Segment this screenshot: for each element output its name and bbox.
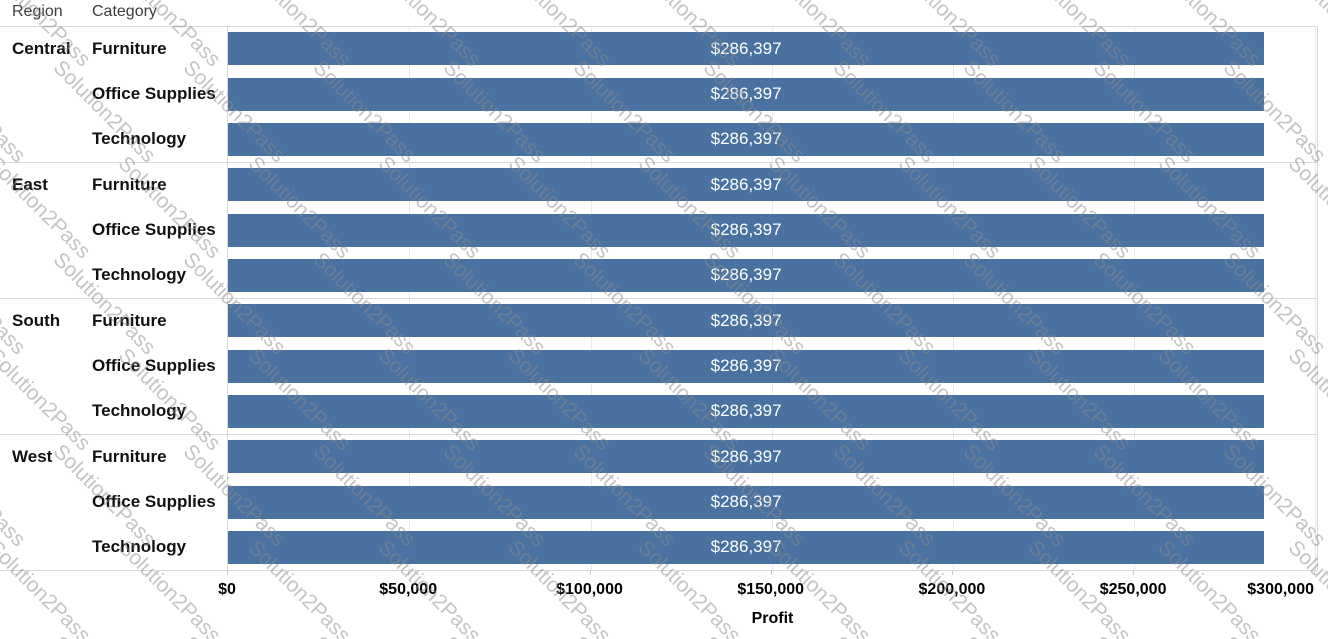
row-header-region: East bbox=[12, 174, 48, 194]
profit-bar[interactable]: $286,397 bbox=[228, 304, 1265, 338]
column-header-region: Region bbox=[12, 3, 63, 20]
row-header-category: Technology bbox=[92, 265, 187, 285]
bar-value-label: $286,397 bbox=[710, 492, 782, 511]
row-header-category: Office Supplies bbox=[92, 355, 216, 375]
row-header-region: South bbox=[12, 310, 61, 330]
pane-bottom-border bbox=[0, 570, 1318, 571]
bar-value-label: $286,397 bbox=[710, 401, 782, 421]
profit-bar[interactable]: $286,397 bbox=[228, 258, 1265, 292]
row-header-category: Furniture bbox=[92, 310, 167, 330]
axis-tick bbox=[770, 570, 772, 575]
watermark-text: Solution2Pass bbox=[958, 632, 1070, 639]
group-separator-line bbox=[0, 434, 1318, 435]
row-header-category: Office Supplies bbox=[92, 219, 216, 239]
axis-tick bbox=[1133, 570, 1135, 575]
axis-tick-label: $100,000 bbox=[556, 581, 623, 598]
watermark-text: Solution2Pass bbox=[48, 632, 160, 639]
watermark-text: Solution2Pass bbox=[438, 632, 550, 639]
bar-value-label: $286,397 bbox=[710, 265, 782, 285]
watermark-text: Solution2Pass bbox=[0, 56, 30, 168]
profit-bar[interactable]: $286,397 bbox=[228, 168, 1265, 202]
watermark-text: Solution2Pass bbox=[1088, 632, 1200, 639]
profit-bar[interactable]: $286,397 bbox=[228, 349, 1265, 383]
row-header-category: Technology bbox=[92, 129, 187, 149]
bar-value-label: $286,397 bbox=[710, 174, 782, 194]
bar-value-label: $286,397 bbox=[710, 220, 782, 239]
axis-tick-label: $50,000 bbox=[379, 581, 438, 598]
row-header-category: Furniture bbox=[92, 446, 167, 466]
row-header-category: Furniture bbox=[92, 38, 167, 58]
bar-value-label: $286,397 bbox=[710, 38, 782, 58]
bar-value-label: $286,397 bbox=[710, 129, 782, 149]
profit-bar[interactable]: $286,397 bbox=[228, 122, 1265, 156]
axis-tick-label: $0 bbox=[218, 581, 236, 598]
row-header-category: Office Supplies bbox=[92, 491, 216, 511]
watermark-text: Solution2Pass bbox=[568, 632, 680, 639]
axis-tick bbox=[1314, 570, 1316, 575]
axis-tick bbox=[408, 570, 410, 575]
axis-tick-label: $200,000 bbox=[918, 581, 986, 598]
bar-value-label: $286,397 bbox=[710, 537, 782, 557]
axis-tick bbox=[227, 570, 228, 575]
chart-pane: $286,397 $286,397 $286,397 $286,397 $286,397… bbox=[227, 26, 1318, 570]
bar-value-label: $286,397 bbox=[710, 446, 782, 466]
watermark-text: Solution2Pass bbox=[1218, 632, 1328, 639]
profit-bar[interactable]: $286,397 bbox=[228, 440, 1265, 474]
axis-tick-label: $150,000 bbox=[737, 581, 805, 598]
bar-value-label: $286,397 bbox=[710, 310, 782, 330]
profit-bar[interactable]: $286,397 bbox=[228, 530, 1265, 564]
row-header-category: Furniture bbox=[92, 174, 167, 194]
bar-value-label: $286,397 bbox=[710, 356, 782, 375]
watermark-text: Solution2Pass bbox=[698, 632, 810, 639]
watermark-text: Solution2Pass bbox=[828, 632, 940, 639]
profit-bar[interactable]: $286,397 bbox=[228, 394, 1265, 428]
x-axis-title: Profit bbox=[751, 610, 794, 627]
axis-tick bbox=[951, 570, 953, 575]
header-divider-line bbox=[0, 26, 1318, 27]
axis-tick bbox=[589, 570, 591, 575]
axis-tick-label: $300,000 bbox=[1247, 581, 1314, 598]
column-header-category: Category bbox=[92, 3, 157, 20]
profit-bar[interactable]: $286,397 bbox=[228, 213, 1265, 247]
row-header-category: Technology bbox=[92, 537, 187, 557]
group-separator-line bbox=[0, 298, 1318, 299]
watermark-text: Solution2Pass bbox=[178, 632, 290, 639]
watermark-text: Solution2Pass bbox=[0, 632, 30, 639]
row-header-category: Office Supplies bbox=[92, 83, 216, 103]
axis-tick-label: $250,000 bbox=[1099, 581, 1167, 598]
profit-bar[interactable]: $286,397 bbox=[228, 32, 1265, 66]
profit-bar[interactable]: $286,397 bbox=[228, 77, 1265, 111]
group-separator-line bbox=[0, 162, 1318, 163]
row-header-region: Central bbox=[12, 38, 71, 58]
row-header-category: Technology bbox=[92, 401, 187, 421]
profit-bar[interactable]: $286,397 bbox=[228, 485, 1265, 519]
row-header-region: West bbox=[12, 446, 53, 466]
watermark-text: Solution2Pass bbox=[0, 536, 95, 639]
watermark-text: Solution2Pass bbox=[308, 632, 420, 639]
bar-value-label: $286,397 bbox=[710, 84, 782, 103]
